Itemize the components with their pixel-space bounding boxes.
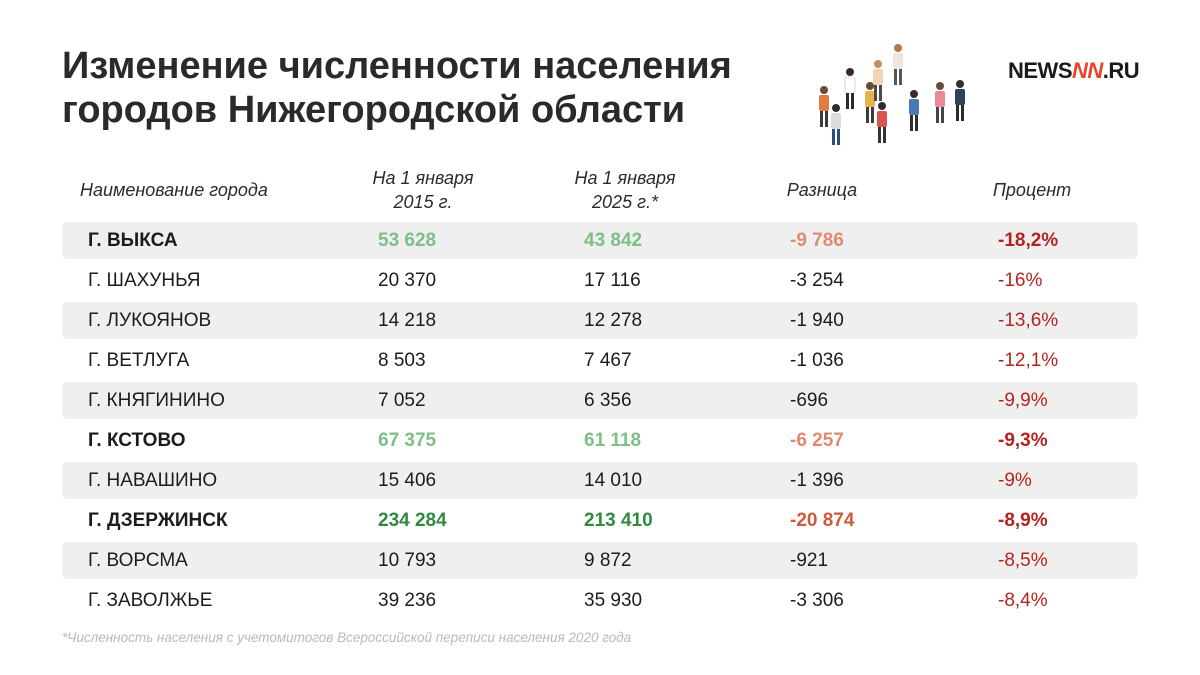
population-2015-cell: 67 375 xyxy=(378,430,437,451)
population-2025-cell: 43 842 xyxy=(584,230,643,251)
population-2025-cell: 61 118 xyxy=(584,430,642,451)
population-2015-cell: 53 628 xyxy=(378,230,437,251)
header-pct: Процент xyxy=(992,180,1072,200)
header-2025-line2: 2025 г.* xyxy=(592,192,658,212)
person-figure xyxy=(819,86,829,127)
logo-news: NEWS xyxy=(1008,58,1073,83)
person-figure xyxy=(893,44,903,85)
table-row: Г. ЛУКОЯНОВ 14 218 12 278 -1 940 -13,6% xyxy=(62,302,1138,339)
percent-cell: -13,6% xyxy=(998,310,1059,331)
population-2015-cell: 39 236 xyxy=(378,590,437,611)
percent-cell: -9% xyxy=(998,470,1032,491)
city-name-cell: Г. ДЗЕРЖИНСК xyxy=(88,510,228,531)
percent-cell: -9,9% xyxy=(998,390,1048,411)
population-2025-cell: 9 872 xyxy=(584,550,632,571)
difference-cell: -696 xyxy=(790,390,829,411)
header-2015-line1: На 1 января xyxy=(372,168,474,188)
population-2015-cell: 15 406 xyxy=(378,470,437,491)
population-2015-cell: 8 503 xyxy=(378,350,426,371)
population-2025-cell: 12 278 xyxy=(584,310,643,331)
difference-cell: -9 786 xyxy=(790,230,844,251)
table-body: Г. ВЫКСА 53 628 43 842 -9 786 -18,2% Г. ШАХУН… xyxy=(62,222,1138,622)
table-row: Г. КНЯГИНИНО 7 052 6 356 -696 -9,9% xyxy=(62,382,1138,419)
table-row: Г. ДЗЕРЖИНСК 234 284 213 410 -20 874 -8,9% xyxy=(62,502,1138,539)
person-figure xyxy=(935,82,945,123)
people-illustration xyxy=(819,44,965,145)
percent-cell: -16% xyxy=(998,270,1043,291)
person-figure xyxy=(873,60,883,101)
person-figure xyxy=(909,90,919,131)
header-2025-line1: На 1 января xyxy=(574,168,676,188)
footnote: *Численность населения с учетомитогов Вс… xyxy=(62,630,632,645)
city-name-cell: Г. ШАХУНЬЯ xyxy=(88,270,201,291)
header-city: Наименование города xyxy=(80,180,268,200)
difference-cell: -3 306 xyxy=(790,590,844,611)
difference-cell: -921 xyxy=(790,550,829,571)
percent-cell: -8,5% xyxy=(998,550,1048,571)
difference-cell: -20 874 xyxy=(790,510,855,531)
table-row: Г. ВЕТЛУГА 8 503 7 467 -1 036 -12,1% xyxy=(62,342,1138,379)
population-2025-cell: 35 930 xyxy=(584,590,643,611)
population-2015-cell: 14 218 xyxy=(378,310,437,331)
city-name-cell: Г. ЛУКОЯНОВ xyxy=(88,310,212,331)
city-name-cell: Г. КСТОВО xyxy=(88,430,186,451)
title-line-1: Изменение численности населения xyxy=(62,45,732,87)
header-2025: На 1 января 2025 г.* xyxy=(540,166,710,214)
population-2025-cell: 14 010 xyxy=(584,470,643,491)
city-name-cell: Г. НАВАШИНО xyxy=(88,470,218,491)
population-2025-cell: 6 356 xyxy=(584,390,632,411)
logo-nn: NN xyxy=(1072,58,1103,83)
person-figure xyxy=(865,82,875,123)
table-row: Г. ВЫКСА 53 628 43 842 -9 786 -18,2% xyxy=(62,222,1138,259)
population-2025-cell: 17 116 xyxy=(584,270,641,291)
percent-cell: -8,4% xyxy=(998,590,1048,611)
table-row: Г. ШАХУНЬЯ 20 370 17 116 -3 254 -16% xyxy=(62,262,1138,299)
population-2025-cell: 7 467 xyxy=(584,350,632,371)
title-line-2: городов Нижегородской области xyxy=(62,89,686,131)
difference-cell: -1 396 xyxy=(790,470,844,491)
table-row: Г. ЗАВОЛЖЬЕ 39 236 35 930 -3 306 -8,4% xyxy=(62,582,1138,619)
difference-cell: -1 940 xyxy=(790,310,844,331)
population-2015-cell: 7 052 xyxy=(378,390,426,411)
city-name-cell: Г. ЗАВОЛЖЬЕ xyxy=(88,590,213,611)
person-figure xyxy=(877,102,887,143)
percent-cell: -8,9% xyxy=(998,510,1048,531)
percent-cell: -18,2% xyxy=(998,230,1059,251)
newsnn-logo: NEWSNN.RU xyxy=(1008,58,1140,84)
table-row: Г. ВОРСМА 10 793 9 872 -921 -8,5% xyxy=(62,542,1138,579)
header-diff: Разница xyxy=(786,180,858,200)
table-header: Наименование города На 1 января 2015 г. … xyxy=(62,166,1138,216)
population-2025-cell: 213 410 xyxy=(584,510,653,531)
header-2015: На 1 января 2015 г. xyxy=(338,166,508,214)
city-name-cell: Г. ВЫКСА xyxy=(88,230,178,251)
percent-cell: -12,1% xyxy=(998,350,1059,371)
percent-cell: -9,3% xyxy=(998,430,1048,451)
population-2015-cell: 234 284 xyxy=(378,510,447,531)
logo-ru: .RU xyxy=(1102,58,1140,83)
city-name-cell: Г. КНЯГИНИНО xyxy=(88,390,225,411)
population-2015-cell: 20 370 xyxy=(378,270,437,291)
page-title: Изменение численности населения городов … xyxy=(62,44,822,132)
difference-cell: -6 257 xyxy=(790,430,844,451)
person-figure xyxy=(844,68,856,109)
table-row: Г. КСТОВО 67 375 61 118 -6 257 -9,3% xyxy=(62,422,1138,459)
difference-cell: -1 036 xyxy=(790,350,844,371)
table-row: Г. НАВАШИНО 15 406 14 010 -1 396 -9% xyxy=(62,462,1138,499)
city-name-cell: Г. ВОРСМА xyxy=(88,550,188,571)
city-name-cell: Г. ВЕТЛУГА xyxy=(88,350,190,371)
difference-cell: -3 254 xyxy=(790,270,844,291)
population-2015-cell: 10 793 xyxy=(378,550,437,571)
person-figure xyxy=(831,104,841,145)
header-2015-line2: 2015 г. xyxy=(393,192,453,212)
person-figure xyxy=(955,80,965,121)
